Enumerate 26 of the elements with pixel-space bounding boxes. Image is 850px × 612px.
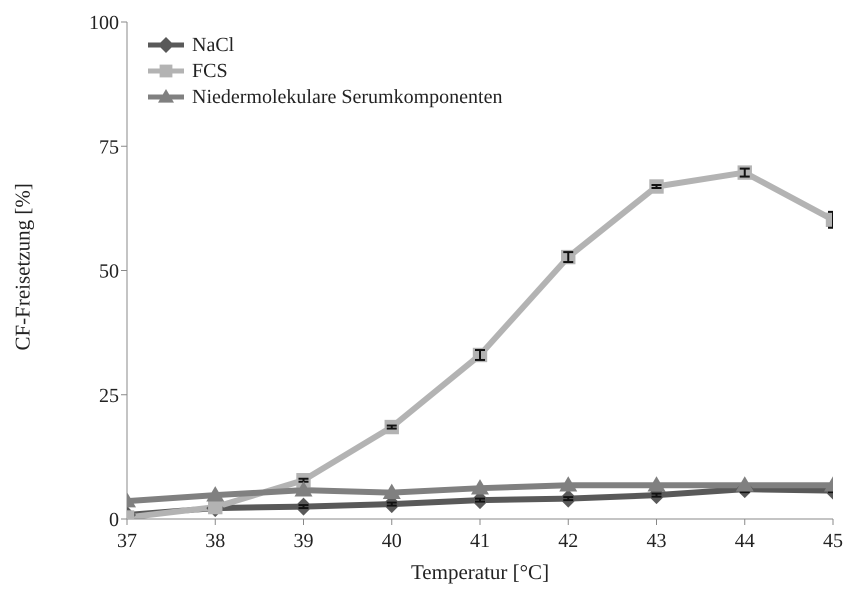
point: [736, 476, 754, 492]
point: [559, 476, 578, 492]
x-tick-label: 40: [382, 530, 402, 552]
y-axis-title: CF-Freisetzung [%]: [10, 183, 34, 350]
point: [648, 476, 666, 492]
y-tick-label: 75: [99, 136, 119, 158]
x-tick-label: 44: [734, 530, 755, 552]
y-tick-label: 0: [109, 509, 119, 532]
x-tick-label: 38: [205, 530, 226, 552]
y-tick-label: 100: [89, 12, 119, 34]
y-tick-label: 25: [99, 384, 119, 407]
x-axis-title: Temperatur [°C]: [410, 560, 550, 584]
point: [471, 479, 489, 494]
legend-label: FCS: [192, 60, 228, 82]
legend-label: NaCl: [192, 34, 234, 56]
x-tick-label: 43: [646, 530, 666, 552]
point: [206, 486, 224, 502]
legend-label: Niedermolekulare Serumkomponenten: [192, 86, 502, 108]
x-tick-label: 45: [823, 530, 843, 552]
x-tick-label: 37: [117, 530, 137, 552]
x-tick-label: 42: [558, 530, 578, 552]
x-tick-label: 41: [470, 530, 490, 552]
x-tick-label: 39: [294, 530, 314, 552]
point: [294, 481, 312, 496]
y-tick-label: 50: [99, 260, 119, 283]
point: [382, 484, 401, 499]
